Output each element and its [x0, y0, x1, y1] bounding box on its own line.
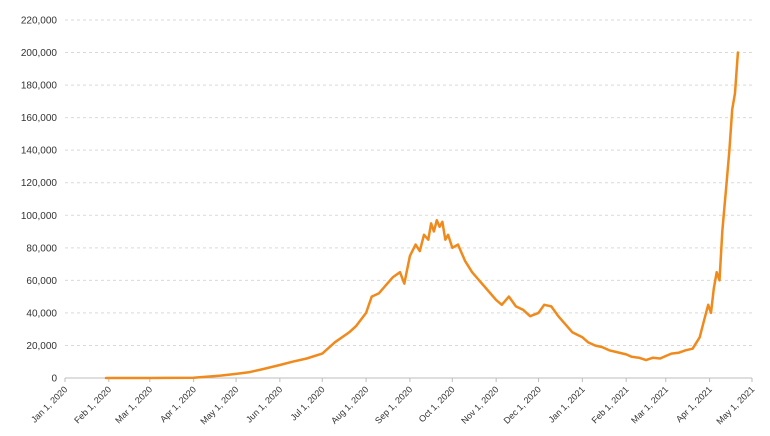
series-line	[104, 51, 740, 380]
x-tick-label: Dec 1, 2020	[502, 384, 543, 425]
x-tick-label: Feb 1, 2020	[72, 384, 113, 425]
x-tick-label: Mar 1, 2020	[113, 384, 154, 425]
y-tick-label: 80,000	[26, 243, 57, 254]
x-tick-label: Nov 1, 2020	[459, 384, 500, 425]
x-tick-label: Jan 1, 2021	[546, 384, 586, 424]
y-tick-label: 120,000	[21, 178, 58, 189]
y-tick-label: 200,000	[21, 48, 58, 59]
x-tick-label: Jan 1, 2020	[29, 384, 69, 424]
y-tick-label: 160,000	[21, 113, 58, 124]
x-tick-label: May 1, 2021	[714, 384, 756, 426]
y-tick-label: 0	[51, 374, 57, 385]
y-tick-label: 40,000	[26, 308, 57, 319]
x-tick-label: Apr 1, 2021	[674, 384, 714, 424]
x-tick-label: May 1, 2020	[198, 384, 240, 426]
y-tick-label: 100,000	[21, 211, 58, 222]
y-tick-label: 220,000	[21, 16, 58, 27]
x-tick-label: Aug 1, 2020	[329, 384, 370, 425]
x-tick-label: Sep 1, 2020	[373, 384, 414, 425]
x-tick-label: Jul 1, 2020	[288, 384, 326, 422]
x-tick-label: Apr 1, 2020	[158, 384, 198, 424]
series-layer	[104, 51, 740, 380]
y-tick-label: 140,000	[21, 146, 58, 157]
y-tick-label: 180,000	[21, 81, 58, 92]
y-tick-label: 60,000	[26, 276, 57, 287]
x-tick-label: Jun 1, 2020	[244, 384, 284, 424]
x-tick-label: Feb 1, 2021	[590, 384, 631, 425]
x-axis: Jan 1, 2020 Feb 1, 2020 Mar 1, 2020 Apr 1, …	[29, 377, 756, 426]
y-tick-label: 20,000	[26, 341, 57, 352]
gridlines	[65, 19, 752, 346]
x-tick-label: Oct 1, 2020	[417, 384, 457, 424]
x-tick-label: Mar 1, 2021	[629, 384, 670, 425]
y-axis: 0 20,000 40,000 60,000 80,000 100,000 120,000 1…	[21, 16, 58, 385]
